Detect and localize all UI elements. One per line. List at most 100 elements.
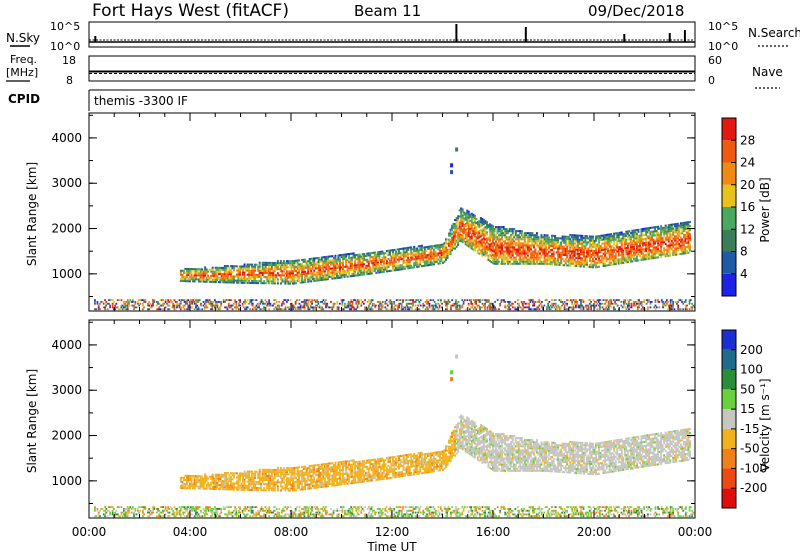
power-cell — [481, 220, 484, 223]
power-cell — [638, 304, 640, 307]
power-cell — [275, 308, 278, 311]
power-cell — [281, 262, 284, 265]
power-cell — [687, 223, 690, 226]
power-cell — [615, 302, 618, 305]
power-cell — [510, 230, 513, 233]
power-cell — [685, 231, 688, 234]
power-cell — [504, 250, 507, 253]
power-cell — [287, 276, 290, 279]
power-cell — [585, 255, 588, 258]
power-cell — [248, 275, 251, 278]
power-cell — [443, 246, 446, 249]
power-cell — [470, 233, 473, 236]
power-cell — [379, 269, 382, 272]
power-cell — [584, 235, 587, 238]
power-cell — [301, 279, 304, 282]
power-cell — [227, 304, 230, 307]
velocity-cell — [179, 484, 182, 487]
power-cell — [263, 306, 265, 309]
power-cell — [413, 262, 416, 265]
power-cell — [408, 252, 411, 255]
power-cell — [528, 302, 531, 305]
power-cell — [285, 264, 288, 267]
velocity-cell — [216, 475, 219, 478]
power-cell — [511, 242, 514, 245]
power-cell — [588, 239, 591, 242]
power-cell — [320, 272, 323, 275]
power-cell — [279, 266, 282, 269]
power-cell — [295, 259, 298, 262]
power-cell — [538, 304, 541, 307]
power-cell — [646, 241, 649, 244]
cpid-text: themis -3300 IF — [94, 94, 188, 108]
power-cell — [608, 239, 611, 242]
power-cell — [269, 272, 272, 275]
power-cell — [396, 254, 399, 257]
power-cell — [410, 250, 413, 253]
power-cell — [576, 261, 579, 264]
power-cell — [557, 249, 560, 252]
power-cell — [569, 258, 572, 261]
power-cell — [541, 248, 544, 251]
power-cell — [687, 233, 690, 236]
power-cell — [454, 235, 457, 238]
power-cell — [410, 254, 413, 257]
power-cell — [629, 246, 632, 249]
power-cell — [435, 244, 438, 247]
power-cell — [633, 302, 635, 305]
power-cell — [422, 256, 425, 259]
power-cell — [475, 299, 478, 302]
power-cell — [225, 279, 228, 282]
power-cell — [638, 299, 640, 302]
power-cell — [304, 258, 307, 261]
power-cell — [628, 304, 630, 307]
power-cell — [508, 302, 510, 305]
power-cell — [433, 304, 436, 307]
power-cell — [470, 243, 473, 246]
power-cell — [546, 256, 549, 259]
power-cell — [259, 308, 262, 311]
power-cell — [657, 246, 660, 249]
power-cell — [673, 247, 676, 250]
power-cell — [613, 246, 616, 249]
power-cell — [616, 232, 619, 235]
power-cell — [660, 249, 663, 252]
power-cell — [138, 299, 140, 302]
power-cell — [511, 234, 514, 237]
power-cell — [546, 299, 548, 302]
power-cell — [401, 264, 404, 267]
power-cell — [363, 267, 366, 270]
power-cell — [254, 265, 257, 268]
power-cell — [637, 234, 640, 237]
power-cell — [398, 299, 401, 302]
power-cell — [478, 220, 481, 223]
power-cell — [549, 255, 552, 258]
power-cell — [596, 255, 599, 258]
power-cell — [669, 248, 672, 251]
power-cell — [448, 250, 451, 253]
power-cell — [619, 241, 622, 244]
power-cell — [267, 280, 270, 283]
power-cell — [482, 219, 485, 222]
power-cell — [687, 245, 690, 248]
power-cell — [557, 261, 560, 264]
power-cell — [576, 252, 579, 255]
power-cell — [454, 247, 457, 250]
power-cell — [676, 302, 678, 305]
power-cell — [566, 250, 569, 253]
power-cell — [584, 245, 587, 248]
power-cell — [551, 302, 553, 305]
power-cell — [214, 281, 217, 284]
power-cell — [671, 299, 673, 302]
velocity-cell — [188, 485, 192, 488]
power-cell — [576, 248, 579, 251]
power-cell — [446, 302, 449, 305]
power-cell — [340, 272, 343, 275]
power-cell — [529, 308, 532, 311]
power-cell — [407, 302, 409, 305]
power-cell — [316, 304, 319, 307]
power-cell — [611, 234, 614, 238]
power-cell — [557, 241, 560, 244]
power-cell — [275, 306, 278, 309]
power-cell — [638, 240, 641, 243]
